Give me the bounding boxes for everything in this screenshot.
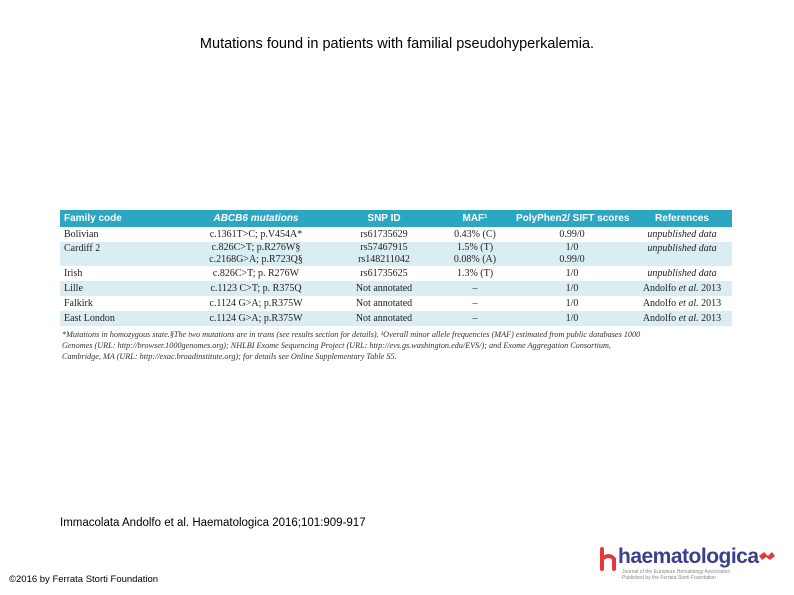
cell-reference: Andolfo et al. 2013: [632, 311, 732, 326]
cell-maf: –: [438, 281, 512, 296]
score-line: 1/0: [565, 242, 579, 253]
ref-year: 2013: [698, 313, 722, 324]
maf-line: 0.08% (A): [453, 254, 497, 265]
table-header-row: Family code ABCB6 mutations SNP ID MAF¹ …: [60, 210, 732, 227]
footnote-line: Cambridge, MA (URL: http://exac.broadins…: [62, 352, 397, 361]
cell-reference: unpublished data: [632, 242, 732, 266]
logo-publisher: Published by the Ferrata Storti Foundati…: [622, 575, 716, 581]
cell-maf: –: [438, 311, 512, 326]
header-references: References: [632, 210, 732, 227]
header-mutations: ABCB6 mutations: [182, 210, 330, 227]
cell-family: East London: [60, 311, 182, 326]
copyright: ©2016 by Ferrata Storti Foundation: [9, 574, 159, 585]
slide-title: Mutations found in patients with familia…: [199, 36, 595, 52]
table-footnote: *Mutations in homozygous state.§The two …: [60, 326, 736, 362]
logo-h-icon: [600, 547, 616, 571]
cell-family: Lille: [60, 281, 182, 296]
cell-score: 1/0 0.99/0: [512, 242, 632, 266]
table-row: Falkirk c.1124 G>A; p.R375W Not annotate…: [60, 296, 732, 311]
snp-line: rs148211042: [358, 254, 410, 265]
cell-reference: unpublished data: [632, 227, 732, 242]
mutations-table-figure: Family code ABCB6 mutations SNP ID MAF¹ …: [60, 210, 732, 362]
cell-maf: –: [438, 296, 512, 311]
cell-reference: Andolfo et al. 2013: [632, 296, 732, 311]
table-row: Lille c.1123 C>T; p. R375Q Not annotated…: [60, 281, 732, 296]
mutation-line: c.826C>T; p.R276W§: [211, 242, 301, 253]
maf-line: 1.5% (T): [456, 242, 494, 253]
cell-score: 1/0: [512, 311, 632, 326]
cell-family: Irish: [60, 266, 182, 281]
ref-year: 2013: [698, 298, 722, 309]
cell-mutation: c.826C>T; p. R276W: [182, 266, 330, 281]
cell-mutation: c.826C>T; p.R276W§ c.2168G>A; p.R723Q§: [182, 242, 330, 266]
footnote-line: *Mutations in homozygous state.§The two …: [62, 330, 641, 339]
cell-score: 1/0: [512, 266, 632, 281]
cell-score: 1/0: [512, 296, 632, 311]
ref-author: Andolfo: [642, 313, 679, 324]
ref-etal: et al.: [678, 313, 699, 324]
cell-snp: Not annotated: [330, 311, 438, 326]
cell-maf: 1.3% (T): [438, 266, 512, 281]
snp-line: rs57467915: [360, 242, 408, 253]
header-scores: PolyPhen2/ SIFT scores: [512, 210, 632, 227]
cell-snp: Not annotated: [330, 281, 438, 296]
cell-snp: rs57467915 rs148211042: [330, 242, 438, 266]
cell-mutation: c.1124 G>A; p.R375W: [182, 296, 330, 311]
header-family-code: Family code: [60, 210, 182, 227]
cell-reference: Andolfo et al. 2013: [632, 281, 732, 296]
cell-maf: 1.5% (T) 0.08% (A): [438, 242, 512, 266]
ref-etal: et al.: [678, 283, 699, 294]
mutations-table: Family code ABCB6 mutations SNP ID MAF¹ …: [60, 210, 732, 326]
cell-snp: Not annotated: [330, 296, 438, 311]
cell-family: Cardiff 2: [60, 242, 182, 266]
ref-author: Andolfo: [642, 283, 679, 294]
cell-family: Falkirk: [60, 296, 182, 311]
ref-author: Andolfo: [642, 298, 679, 309]
ref-etal: et al.: [678, 298, 699, 309]
haematologica-logo: haematologica Journal of the European He…: [598, 545, 778, 581]
cell-mutation: c.1124 G>A; p.R375W: [182, 311, 330, 326]
citation: Immacolata Andolfo et al. Haematologica …: [60, 517, 366, 529]
logo-subtitle: Journal of the European Hematology Assoc…: [622, 569, 731, 575]
table-row: Cardiff 2 c.826C>T; p.R276W§ c.2168G>A; …: [60, 242, 732, 266]
foundation-mark-icon: [759, 552, 775, 560]
footnote-line: Genomes (URL: http://browser.1000genomes…: [62, 341, 611, 350]
cell-mutation: c.1361T>C; p.V454A*: [182, 227, 330, 242]
header-maf: MAF¹: [438, 210, 512, 227]
cell-mutation: c.1123 C>T; p. R375Q: [182, 281, 330, 296]
ref-year: 2013: [698, 283, 722, 294]
cell-maf: 0.43% (C): [438, 227, 512, 242]
header-snp-id: SNP ID: [330, 210, 438, 227]
table-row: Irish c.826C>T; p. R276W rs61735625 1.3%…: [60, 266, 732, 281]
cell-snp: rs61735629: [330, 227, 438, 242]
score-line: 0.99/0: [559, 254, 585, 265]
cell-score: 1/0: [512, 281, 632, 296]
mutation-line: c.2168G>A; p.R723Q§: [209, 254, 303, 265]
cell-snp: rs61735625: [330, 266, 438, 281]
table-row: Bolivian c.1361T>C; p.V454A* rs61735629 …: [60, 227, 732, 242]
cell-score: 0.99/0: [512, 227, 632, 242]
cell-reference: unpublished data: [632, 266, 732, 281]
logo-wordmark: haematologica: [618, 545, 759, 568]
table-row: East London c.1124 G>A; p.R375W Not anno…: [60, 311, 732, 326]
cell-family: Bolivian: [60, 227, 182, 242]
